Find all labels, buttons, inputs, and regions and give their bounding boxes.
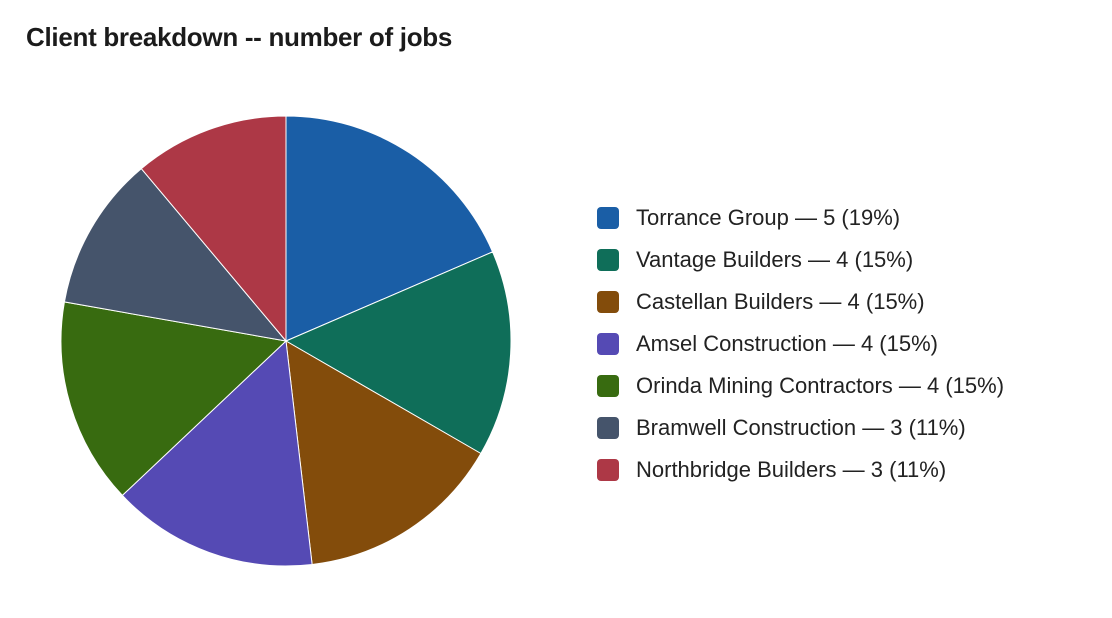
legend-item[interactable]: Vantage Builders — 4 (15%)	[597, 239, 1004, 281]
legend-swatch	[597, 207, 619, 229]
legend-item[interactable]: Orinda Mining Contractors — 4 (15%)	[597, 365, 1004, 407]
legend-item[interactable]: Amsel Construction — 4 (15%)	[597, 323, 1004, 365]
pie-slice-orinda-mining-contractors[interactable]	[60, 301, 288, 497]
pie-slice-vantage-builders[interactable]	[284, 251, 512, 455]
pie-slices	[60, 115, 512, 567]
legend-label: Orinda Mining Contractors — 4 (15%)	[636, 373, 1005, 398]
legend-label: Vantage Builders — 4 (15%)	[636, 247, 914, 272]
legend-item[interactable]: Castellan Builders — 4 (15%)	[597, 281, 1004, 323]
pie-chart	[60, 115, 512, 567]
pie-slice-castellan-builders[interactable]	[285, 340, 482, 566]
pie-slice-northbridge-builders[interactable]	[140, 115, 287, 343]
legend-item[interactable]: Bramwell Construction — 3 (11%)	[597, 407, 1004, 449]
pie-slice-torrance-group[interactable]	[285, 115, 494, 342]
legend-label: Amsel Construction — 4 (15%)	[636, 331, 938, 356]
legend-swatch	[597, 375, 619, 397]
legend-swatch	[597, 291, 619, 313]
legend-swatch	[597, 417, 619, 439]
legend: Torrance Group — 5 (19%) Vantage Builders…	[597, 197, 1004, 491]
pie-slice-bramwell-construction[interactable]	[63, 167, 288, 342]
legend-label: Bramwell Construction — 3 (11%)	[636, 415, 966, 440]
legend-label: Torrance Group — 5 (19%)	[636, 205, 901, 230]
legend-item[interactable]: Torrance Group — 5 (19%)	[597, 197, 1004, 239]
pie-slice-amsel-construction[interactable]	[121, 339, 313, 567]
legend-swatch	[597, 333, 619, 355]
legend-label: Northbridge Builders — 3 (11%)	[636, 457, 947, 482]
legend-swatch	[597, 249, 619, 271]
legend-item[interactable]: Northbridge Builders — 3 (11%)	[597, 449, 1004, 491]
legend-label: Castellan Builders — 4 (15%)	[636, 289, 925, 314]
legend-swatch	[597, 459, 619, 481]
chart-title: Client breakdown -- number of jobs	[26, 22, 453, 52]
